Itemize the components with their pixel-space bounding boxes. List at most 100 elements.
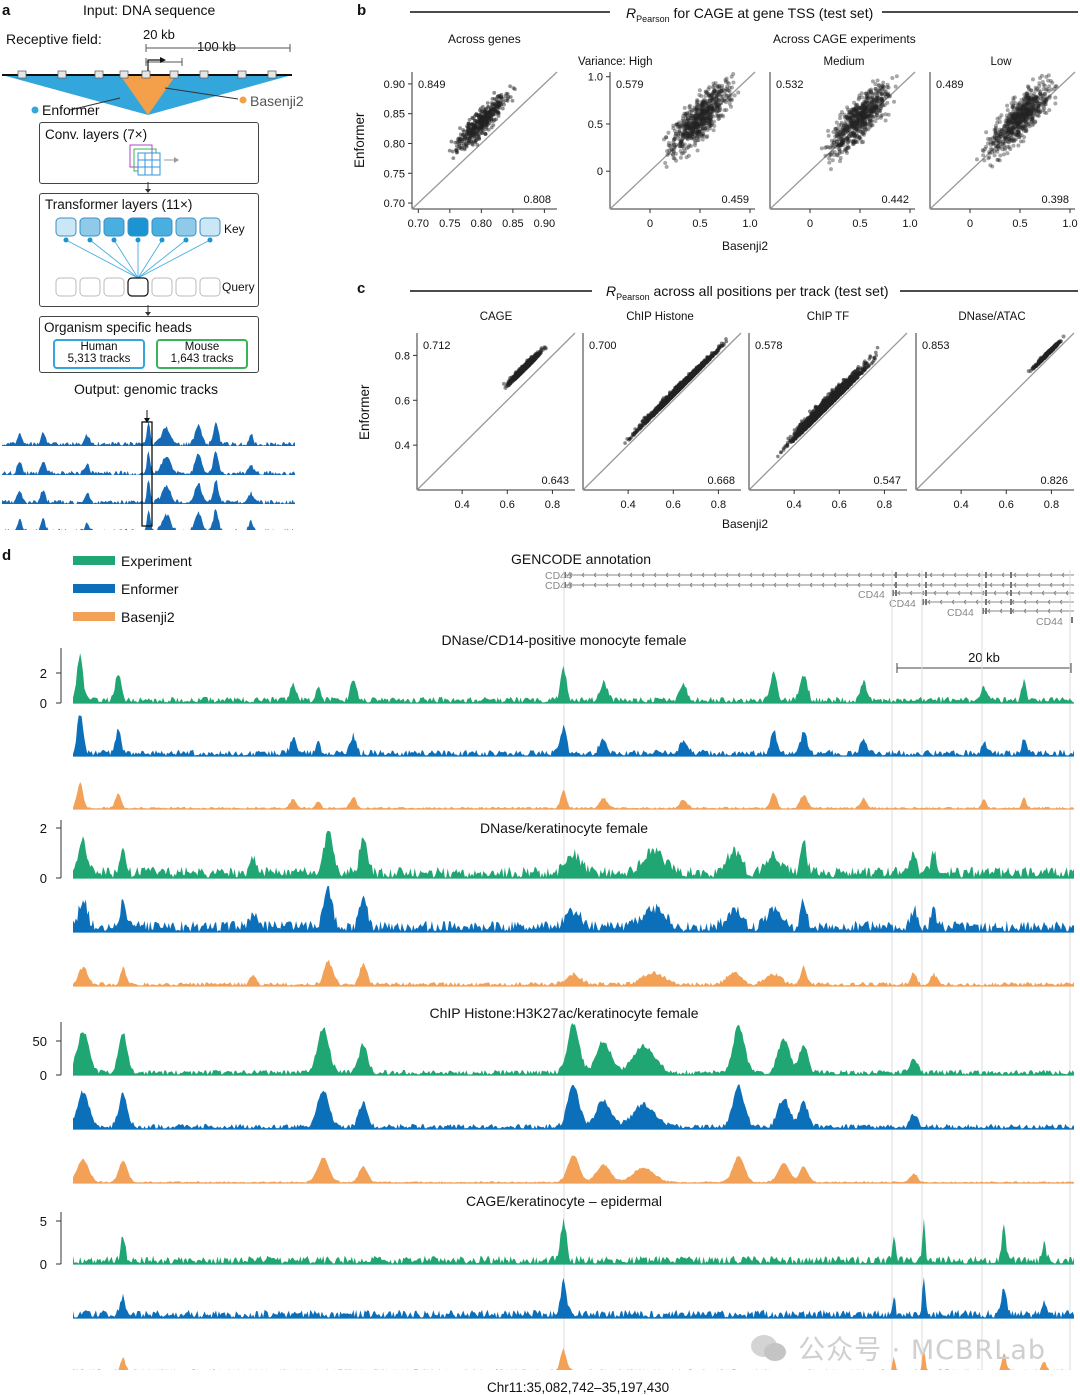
scatter-point bbox=[698, 109, 703, 114]
scatter-point bbox=[851, 131, 856, 136]
scatter-point bbox=[1014, 132, 1019, 137]
scatter-point bbox=[885, 85, 890, 90]
scatter-point bbox=[726, 98, 731, 103]
scatter-point bbox=[1039, 100, 1044, 105]
scatter-point bbox=[861, 112, 866, 117]
scatter-point bbox=[1014, 130, 1019, 135]
scatter-point bbox=[722, 108, 727, 113]
scatter-point bbox=[480, 121, 485, 126]
scatter-point bbox=[690, 132, 695, 137]
scatter-point bbox=[1015, 128, 1020, 133]
scatter-point bbox=[854, 109, 859, 114]
scatter-point bbox=[860, 101, 865, 106]
scatter-point bbox=[1024, 109, 1029, 114]
scatter-point bbox=[857, 95, 862, 100]
scatter-point bbox=[865, 100, 870, 105]
scatter-point bbox=[711, 95, 716, 100]
scatter-point bbox=[673, 131, 678, 136]
scatter-point bbox=[843, 123, 848, 128]
scatter-point bbox=[1013, 116, 1018, 121]
scatter-point bbox=[853, 121, 858, 126]
heads-label: Organism specific heads bbox=[44, 320, 192, 335]
scatter-point bbox=[1029, 112, 1034, 117]
scatter-point bbox=[1023, 108, 1028, 113]
scatter-point bbox=[707, 106, 712, 111]
scatter-point bbox=[869, 118, 874, 123]
scatter-point bbox=[863, 97, 868, 102]
scatter-point bbox=[717, 90, 722, 95]
scatter-point bbox=[852, 125, 857, 130]
scatter-point bbox=[1026, 96, 1031, 101]
scatter-point bbox=[860, 119, 865, 124]
scatter-point bbox=[1026, 108, 1031, 113]
scatter-point bbox=[846, 124, 851, 129]
scatter-point bbox=[841, 123, 846, 128]
scatter-point bbox=[1017, 133, 1022, 138]
scatter-point bbox=[1007, 145, 1012, 150]
scatter-point bbox=[1011, 125, 1016, 130]
scatter-point bbox=[850, 120, 855, 125]
scale-20kb: 20 kb bbox=[143, 27, 175, 42]
scatter-point bbox=[1001, 134, 1006, 139]
scatter-point bbox=[486, 122, 490, 127]
scatter-point bbox=[865, 95, 870, 100]
scatter-point bbox=[1023, 119, 1028, 124]
scatter-point bbox=[1041, 87, 1046, 92]
scatter-point bbox=[855, 128, 860, 133]
scatter-point bbox=[863, 91, 868, 96]
scatter-point bbox=[713, 103, 718, 108]
scatter-point bbox=[868, 118, 873, 123]
scatter-point bbox=[725, 84, 730, 89]
scatter-point bbox=[851, 109, 856, 114]
scatter-point bbox=[854, 119, 859, 124]
scatter-point bbox=[689, 136, 694, 141]
scatter-point bbox=[839, 110, 844, 115]
scatter-point bbox=[847, 124, 852, 129]
scatter-point bbox=[869, 96, 874, 101]
scatter-point bbox=[1047, 84, 1052, 89]
scatter-point bbox=[849, 120, 854, 125]
scatter-point bbox=[1004, 134, 1009, 139]
scatter-point bbox=[876, 99, 881, 104]
scatter-point bbox=[836, 143, 841, 148]
scatter-point bbox=[1026, 85, 1031, 90]
scatter-point bbox=[1017, 102, 1022, 107]
scatter-point bbox=[688, 136, 693, 141]
scatter-point bbox=[698, 112, 703, 117]
scatter-point bbox=[674, 122, 679, 127]
scatter-point bbox=[862, 106, 867, 111]
scatter-point bbox=[860, 123, 865, 128]
scatter-point bbox=[856, 121, 861, 126]
scatter-point bbox=[699, 121, 704, 126]
scatter-point bbox=[700, 133, 705, 138]
scatter-point bbox=[863, 110, 868, 115]
scatter-point bbox=[1044, 74, 1049, 79]
scatter-point bbox=[1016, 121, 1021, 126]
scatter-point bbox=[865, 111, 870, 116]
scatter-point bbox=[839, 130, 844, 135]
scatter-point bbox=[874, 110, 879, 115]
scatter-point bbox=[864, 114, 869, 119]
scatter-point bbox=[1018, 107, 1023, 112]
scatter-point bbox=[1032, 99, 1037, 104]
scatter-point bbox=[1047, 94, 1052, 99]
scatter-point bbox=[680, 139, 685, 144]
scatter-point bbox=[852, 119, 857, 124]
scatter-point bbox=[1007, 111, 1012, 116]
scatter-point bbox=[702, 104, 707, 109]
scatter-point bbox=[851, 113, 856, 118]
scatter-point bbox=[1036, 103, 1041, 108]
scatter-point bbox=[835, 142, 840, 147]
scatter-point bbox=[863, 111, 868, 116]
scatter-point bbox=[716, 117, 721, 122]
scatter-point bbox=[854, 117, 859, 122]
scatter-point bbox=[995, 116, 1000, 121]
scatter-point bbox=[711, 81, 716, 86]
scatter-point bbox=[841, 132, 846, 137]
scatter-point bbox=[701, 121, 706, 126]
scatter-point bbox=[1030, 117, 1035, 122]
scatter-point bbox=[695, 128, 700, 133]
scatter-point bbox=[864, 104, 869, 109]
scatter-point bbox=[988, 163, 993, 168]
scatter-point bbox=[873, 103, 878, 108]
